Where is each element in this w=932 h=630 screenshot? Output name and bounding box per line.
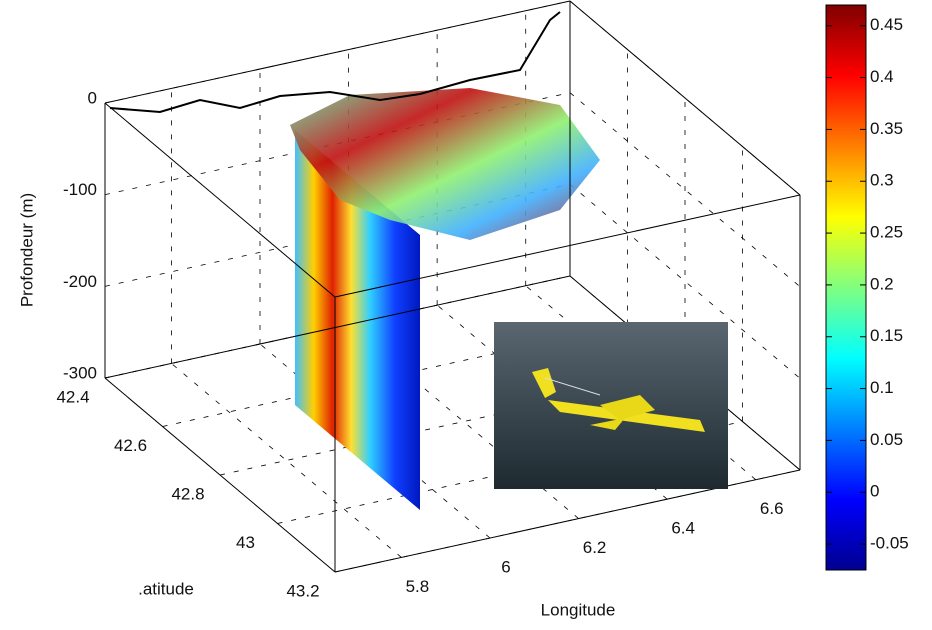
colorbar-tick-label: 0.15 <box>870 326 903 345</box>
x-tick-label: 6 <box>501 557 510 576</box>
z-tick-label: 0 <box>88 88 97 107</box>
colorbar-tick-label: 0.45 <box>870 15 903 34</box>
colorbar-tick-label: -0.05 <box>870 534 909 553</box>
colorbar-tick-label: 0.4 <box>870 67 894 86</box>
colorbar-tick-label: 0.3 <box>870 171 894 190</box>
x-axis-label: Longitude <box>541 600 616 619</box>
inset-photo <box>494 322 728 489</box>
z-axis-label: Profondeur (m) <box>17 193 36 307</box>
z-tick-label: -200 <box>63 272 97 291</box>
colorbar-tick-label: 0.25 <box>870 223 903 242</box>
x-tick-label: 6.2 <box>583 538 607 557</box>
x-tick-label: 6.6 <box>760 499 784 518</box>
y-tick-label: 42.4 <box>56 387 89 406</box>
y-tick-label: 42.8 <box>171 484 204 503</box>
y-tick-label: 43 <box>236 533 255 552</box>
z-tick-label: -100 <box>63 180 97 199</box>
colorbar-tick-label: 0.2 <box>870 274 894 293</box>
box-edge <box>105 1 570 103</box>
y-tick-label: 43.2 <box>286 581 319 600</box>
chart: Longitude .atitude Profondeur (m) 5.8 6 6.… <box>0 0 932 625</box>
colorbar-tick-label: 0.05 <box>870 430 903 449</box>
z-tick-label: -300 <box>63 363 97 382</box>
colorbar-tick-label: 0.35 <box>870 119 903 138</box>
y-tick-label: 42.6 <box>114 436 147 455</box>
x-tick-label: 5.8 <box>406 577 430 596</box>
colorbar-tick-label: 0.1 <box>870 378 894 397</box>
colorbar-tick-label: 0 <box>870 482 879 501</box>
colorbar <box>826 5 866 570</box>
page: {"chart_data": {"type": "surface3d", "xl… <box>0 0 932 625</box>
box-edge <box>570 1 800 195</box>
y-axis-label: .atitude <box>138 579 194 598</box>
x-tick-label: 6.4 <box>671 519 695 538</box>
